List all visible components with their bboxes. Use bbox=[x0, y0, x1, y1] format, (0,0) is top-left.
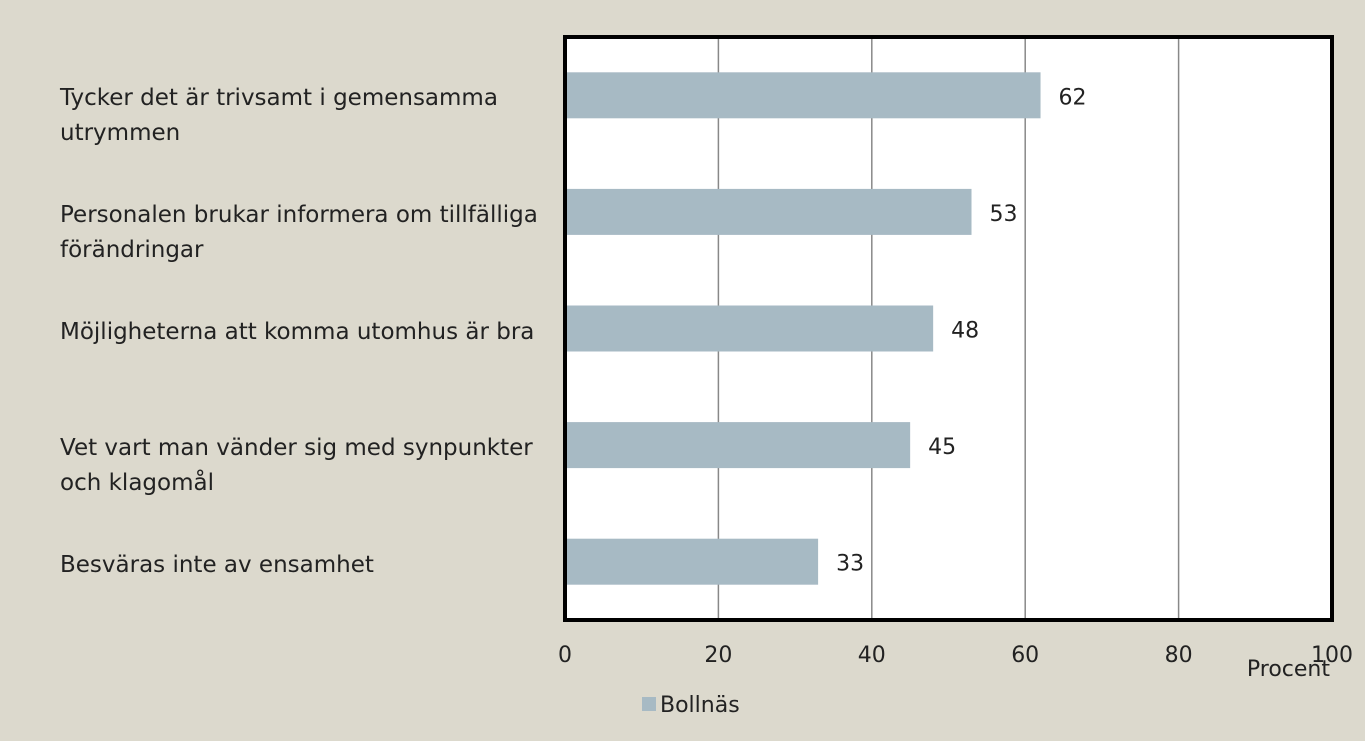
category-label: Besväras inte av ensamhet bbox=[60, 551, 374, 578]
plot-border bbox=[563, 35, 1334, 622]
x-tick-label: 100 bbox=[1311, 643, 1353, 668]
bar bbox=[565, 422, 911, 469]
category-label: Personalen brukar informera om tillfälli… bbox=[60, 201, 538, 263]
x-tick-label: 80 bbox=[1165, 643, 1193, 668]
x-tick-label: 40 bbox=[858, 643, 886, 668]
bar bbox=[565, 72, 1041, 119]
legend-label: Bollnäs bbox=[660, 693, 740, 718]
data-label: 33 bbox=[836, 552, 864, 577]
bar bbox=[565, 538, 819, 585]
bar bbox=[565, 188, 972, 235]
x-axis-label: Procent bbox=[1247, 657, 1330, 682]
legend-swatch bbox=[642, 697, 656, 711]
data-label: 48 bbox=[951, 319, 979, 344]
category-label: Möjligheterna att komma utomhus är bra bbox=[60, 318, 535, 345]
x-tick-label: 60 bbox=[1011, 643, 1039, 668]
data-label: 53 bbox=[990, 202, 1018, 227]
x-tick-label: 0 bbox=[558, 643, 572, 668]
data-label: 62 bbox=[1059, 85, 1087, 110]
category-label: Vet vart man vänder sig med synpunkter o… bbox=[60, 435, 533, 497]
x-tick-label: 20 bbox=[704, 643, 732, 668]
data-label: 45 bbox=[928, 435, 956, 460]
category-label: Tycker det är trivsamt i gemensamma utry… bbox=[60, 85, 498, 147]
bar bbox=[565, 305, 934, 352]
